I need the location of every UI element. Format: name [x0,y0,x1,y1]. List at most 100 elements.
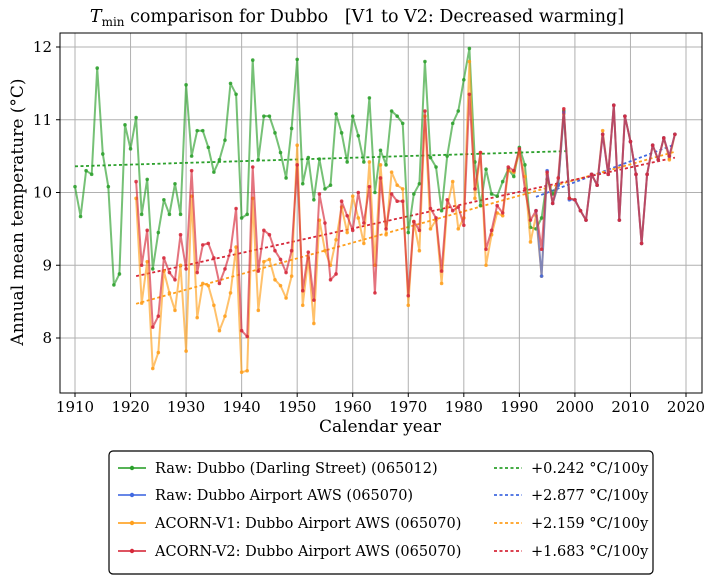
data-point [484,247,488,252]
data-point [89,172,94,177]
data-point [334,237,338,242]
data-point [673,132,677,137]
data-point [467,59,472,64]
data-point [128,147,133,151]
data-point [228,248,233,253]
data-point [317,192,322,196]
x-tick-label: 1930 [167,398,205,416]
data-point [439,208,444,213]
data-point [350,194,355,198]
data-point [528,240,533,244]
data-point [523,163,527,167]
data-point [434,165,438,169]
data-point [623,114,627,118]
data-point [239,370,244,374]
data-point [278,257,283,262]
x-tick-label: 1960 [334,398,372,416]
data-point [317,157,322,161]
data-point [362,221,366,225]
data-point [473,196,477,201]
data-point [406,303,411,308]
data-point [139,263,144,268]
data-point [389,192,394,196]
data-point [639,241,644,246]
data-point [667,157,672,162]
data-point [178,263,183,268]
legend-label-0: Raw: Dubbo (Darling Street) (065012) [155,461,438,477]
data-point [395,183,399,188]
legend-trend-label-3: +1.683 °C/100y [531,544,649,560]
series-0 [73,46,572,287]
data-point [200,281,205,286]
data-point [206,145,211,150]
legend-trend-label-2: +2.159 °C/100y [531,516,649,532]
data-point [289,274,294,278]
data-point [661,136,666,140]
data-point [345,230,349,235]
data-point [195,270,199,275]
data-point [156,350,161,355]
data-point [617,218,622,222]
data-point [223,138,227,142]
data-point [167,270,172,275]
data-point [234,92,238,97]
data-point [550,201,555,206]
y-tick-label: 8 [42,329,52,347]
data-point [117,272,122,276]
data-point [306,250,311,254]
data-point [406,294,411,298]
data-point [467,92,472,97]
data-point [439,269,444,273]
y-tick-label: 12 [33,38,52,56]
data-point [217,157,222,162]
data-point [267,257,272,262]
data-point [134,115,138,120]
data-point [150,325,155,329]
data-point [545,170,549,174]
data-point [378,148,383,153]
data-point [462,77,466,82]
data-point [106,184,111,189]
data-point [300,288,305,293]
data-point [428,155,433,160]
data-point [467,46,472,51]
data-point [150,267,155,271]
data-point [206,283,211,288]
x-tick-label: 2010 [611,398,649,416]
data-point [139,301,144,305]
data-point [184,267,188,271]
data-point [367,96,372,100]
data-point [417,181,422,186]
data-point [123,123,127,127]
x-tick-label: 1910 [56,398,94,416]
data-point [312,298,316,302]
data-point [223,314,227,318]
data-point [384,232,388,237]
data-point [173,181,177,186]
legend-marker-3 [129,548,135,554]
data-point [295,143,299,148]
data-point [156,314,161,318]
data-point [539,247,544,252]
data-point [162,256,166,260]
data-point [495,194,499,198]
title-prefix: T [90,7,103,27]
data-point [273,131,277,135]
data-point [78,214,83,219]
data-point [428,227,433,231]
trend-line-0 [74,150,570,168]
y-axis-label: Annual mean temperature (°C) [8,78,28,346]
series-lines [73,46,677,374]
data-point [278,150,283,155]
data-point [262,228,266,233]
legend-box [108,450,654,575]
data-point [267,114,272,118]
data-point [456,205,461,209]
trend-line-3 [135,156,676,278]
data-point [184,83,188,87]
data-point [145,228,150,233]
data-point [217,281,222,286]
y-tick-label: 11 [33,111,52,129]
data-point [134,179,138,184]
data-point [156,230,161,235]
